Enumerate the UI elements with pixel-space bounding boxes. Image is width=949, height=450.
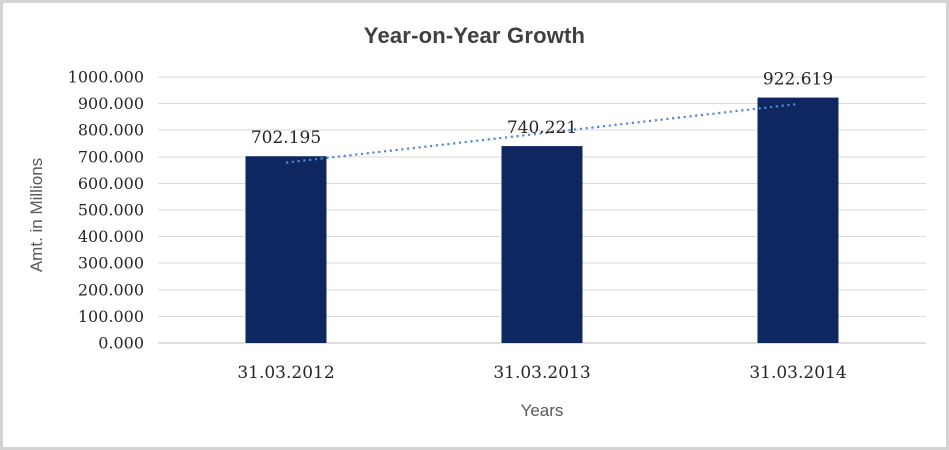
bar bbox=[757, 97, 839, 343]
x-axis-title: Years bbox=[520, 401, 564, 420]
bar-data-label: 740.221 bbox=[507, 118, 577, 138]
x-category-label: 31.03.2014 bbox=[749, 363, 846, 383]
y-tick-label: 0.000 bbox=[98, 334, 144, 353]
y-tick-label: 100.000 bbox=[78, 307, 144, 326]
bar bbox=[245, 156, 327, 343]
y-tick-label: 1000.000 bbox=[68, 68, 144, 87]
y-tick-label: 400.000 bbox=[78, 227, 144, 246]
trendline bbox=[285, 102, 799, 164]
x-category-label: 31.03.2013 bbox=[493, 363, 590, 383]
bar-data-label: 922.619 bbox=[763, 70, 833, 90]
y-tick-label: 800.000 bbox=[78, 121, 144, 140]
y-tick-label: 200.000 bbox=[78, 280, 144, 299]
bar-data-label: 702.195 bbox=[251, 128, 321, 148]
bar bbox=[501, 146, 583, 343]
y-tick-label: 300.000 bbox=[78, 254, 144, 273]
chart-title: Year-on-Year Growth bbox=[363, 23, 586, 48]
y-tick-label: 600.000 bbox=[78, 174, 144, 193]
x-category-label: 31.03.2012 bbox=[237, 363, 334, 383]
y-tick-label: 500.000 bbox=[78, 201, 144, 220]
y-tick-label: 900.000 bbox=[78, 94, 144, 113]
y-tick-label: 700.000 bbox=[78, 147, 144, 166]
